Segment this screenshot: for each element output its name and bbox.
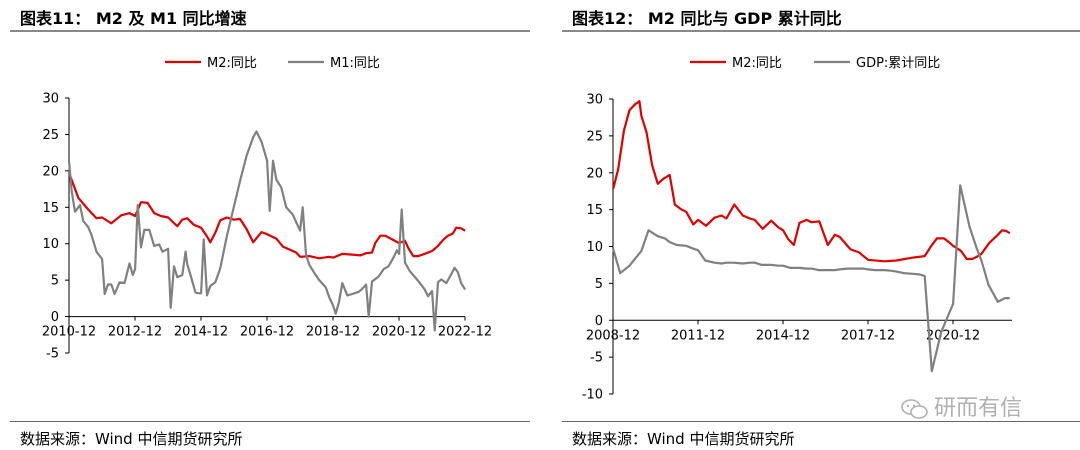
x-tick-label: 2022-12 [438,325,492,340]
y-tick-label: 0 [51,310,59,325]
title-divider [562,30,1080,32]
y-tick-label: 30 [586,93,603,108]
x-tick-label: 2020-12 [372,325,426,340]
x-tick-label: 2014-12 [756,328,810,343]
wechat-icon [901,399,928,419]
y-tick-label: 20 [586,166,603,181]
legend-label: M2:同比 [207,56,257,71]
y-tick-label: 25 [586,129,603,144]
y-tick-label: 15 [42,201,59,216]
data-source: 数据来源：Wind 中信期货研究所 [572,430,795,448]
x-tick-label: 2012-12 [108,325,162,340]
source-divider [562,421,1080,422]
x-tick-label: 2010-12 [42,325,96,340]
chart-panel-m2-m1: 图表11： M2 及 M1 同比增速 -5 0 5 10 15 20 25 30 2010-12… [0,0,530,450]
chart-title: 图表11： M2 及 M1 同比增速 [20,9,247,28]
y-tick-label: 5 [595,277,603,292]
x-tick-label: 2014-12 [174,325,228,340]
series-line-2 [612,184,1010,373]
x-tick-label: 2018-12 [306,325,360,340]
y-tick-label: -10 [582,388,603,403]
y-tick-label: 10 [42,237,59,252]
chart-panel-m2-gdp: 图表12： M2 同比与 GDP 累计同比 -10 -5 0 5 10 15 20 25 30 2… [552,0,1080,450]
chart-m2-m1: -5 0 5 10 15 20 25 30 2010-12 2012-12 2014-12 2016-… [42,56,492,362]
y-tick-label: 30 [42,92,59,107]
y-tick-label: 0 [595,314,603,329]
y-tick-label: 25 [42,128,59,143]
source-divider [10,421,530,422]
watermark-text: 研而有信 [934,396,1023,421]
x-tick-label: 2020-12 [926,328,980,343]
x-tick-label: 2016-12 [240,325,294,340]
y-tick-label: 20 [42,164,59,179]
chart-m2-gdp: -10 -5 0 5 10 15 20 25 30 2008-12 2011-12 2014-12 20… [582,56,1012,403]
x-tick-label: 2011-12 [671,328,725,343]
legend-label: M1:同比 [330,56,380,71]
series-line-1 [68,172,466,260]
series-line-1 [612,100,1011,263]
y-tick-label: -5 [590,351,603,366]
x-tick-label: 2017-12 [841,328,895,343]
watermark: 研而有信 [900,390,1022,422]
x-tick-label: 2008-12 [586,328,640,343]
chart-title: 图表12： M2 同比与 GDP 累计同比 [572,9,842,28]
legend-label: M2:同比 [732,56,782,71]
y-tick-label: 10 [586,240,603,255]
data-source: 数据来源：Wind 中信期货研究所 [20,430,243,448]
y-tick-label: 5 [51,274,59,289]
series-line-2 [68,130,467,332]
title-divider [10,30,530,32]
y-tick-label: 15 [586,203,603,218]
legend-label: GDP:累计同比 [856,56,940,71]
y-tick-label: -5 [46,347,59,362]
